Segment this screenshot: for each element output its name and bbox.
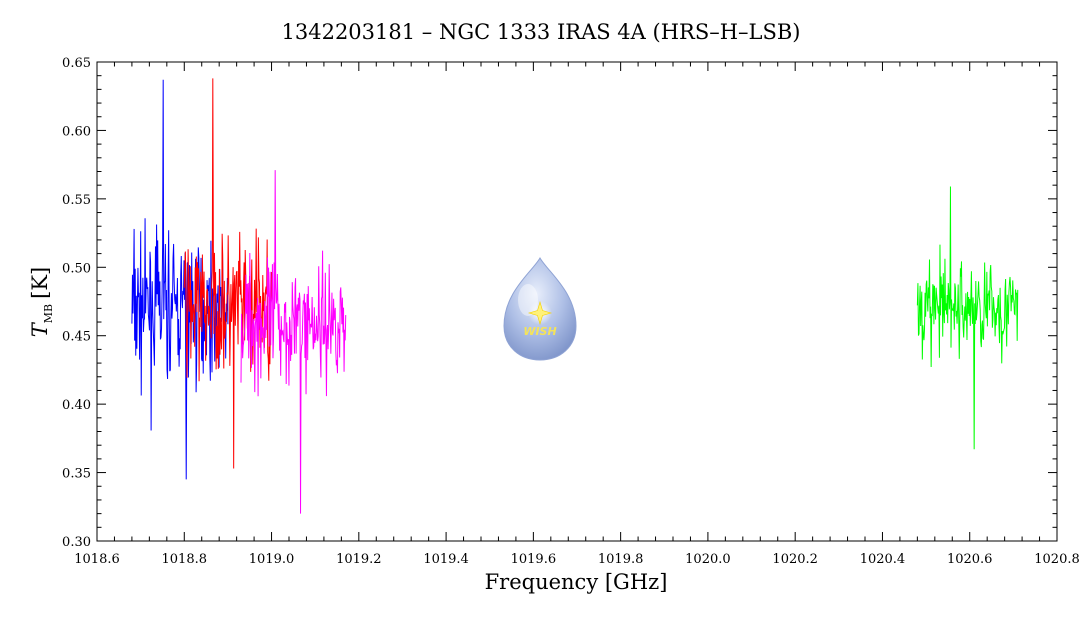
y-tick-label: 0.30 xyxy=(62,535,91,550)
chart-title: 1342203181 – NGC 1333 IRAS 4A (HRS–H–LSB… xyxy=(282,20,801,44)
x-tick-label: 1019.0 xyxy=(249,552,295,567)
y-axis-subscript: MB xyxy=(42,304,55,323)
x-tick-label: 1018.6 xyxy=(74,552,120,567)
spectrum-series-2 xyxy=(183,78,273,469)
logo-text: WISH xyxy=(523,325,556,338)
x-tick-label: 1020.6 xyxy=(947,552,993,567)
plot-frame xyxy=(96,61,1058,542)
series-layer xyxy=(131,78,1019,514)
y-tick-labels: 0.30 0.35 0.40 0.45 0.50 0.55 0.60 0.65 xyxy=(62,56,91,550)
x-tick-label: 1020.0 xyxy=(685,552,731,567)
x-tick-label: 1020.8 xyxy=(1034,552,1080,567)
spectrum-series-1 xyxy=(131,79,229,480)
wish-logo: WISH xyxy=(503,256,577,361)
x-tick-label: 1019.8 xyxy=(598,552,644,567)
x-tick-label: 1019.6 xyxy=(511,552,557,567)
y-tick-label: 0.45 xyxy=(62,330,91,345)
y-tick-label: 0.60 xyxy=(62,124,91,139)
x-tick-label: 1020.4 xyxy=(860,552,906,567)
y-tick-label: 0.55 xyxy=(62,193,91,208)
x-tick-label: 1020.2 xyxy=(772,552,818,567)
y-tick-label: 0.35 xyxy=(62,467,91,482)
x-tick-labels: 1018.6 1018.8 1019.0 1019.2 1019.4 1019.6 1019… xyxy=(74,552,1080,567)
x-tick-label: 1019.2 xyxy=(336,552,382,567)
x-tick-label: 1019.4 xyxy=(423,552,469,567)
spectrum-series-3 xyxy=(240,170,347,514)
y-tick-label: 0.65 xyxy=(62,56,91,71)
svg-text:TMB[K]: TMB [K] xyxy=(28,267,55,337)
x-axis-label: Frequency [GHz] xyxy=(485,570,668,594)
y-tick-label: 0.50 xyxy=(62,261,91,276)
y-tick-label: 0.40 xyxy=(62,398,91,413)
star-icon xyxy=(527,300,553,326)
spectrum-series-4 xyxy=(916,186,1019,450)
ticks-layer xyxy=(96,61,1058,542)
y-axis-symbol: T xyxy=(28,321,52,337)
y-axis-label: TMB [K] xyxy=(28,267,55,337)
y-axis-unit: [K] xyxy=(28,267,52,299)
x-tick-label: 1018.8 xyxy=(162,552,208,567)
